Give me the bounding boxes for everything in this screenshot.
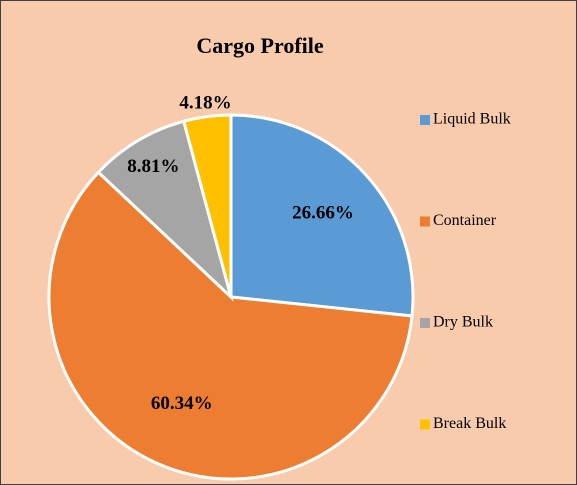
chart-title: Cargo Profile bbox=[196, 33, 324, 58]
legend-swatch bbox=[420, 216, 430, 227]
legend-label: Break Bulk bbox=[433, 415, 506, 432]
pie-slice bbox=[96, 119, 234, 302]
pie-slice bbox=[47, 170, 414, 481]
data-label: 4.18% bbox=[179, 92, 231, 113]
data-label: 60.34% bbox=[151, 393, 213, 414]
legend-label: Dry Bulk bbox=[433, 314, 493, 331]
legend-swatch bbox=[420, 419, 430, 430]
legend-swatch bbox=[420, 115, 430, 125]
data-label: 8.81% bbox=[127, 156, 179, 177]
legend-swatch bbox=[420, 318, 430, 328]
pie-slice bbox=[229, 113, 415, 318]
legend-label: Liquid Bulk bbox=[433, 111, 511, 128]
data-label: 26.66% bbox=[292, 203, 354, 224]
pie-slice bbox=[181, 113, 233, 298]
legend-label: Container bbox=[433, 212, 497, 229]
